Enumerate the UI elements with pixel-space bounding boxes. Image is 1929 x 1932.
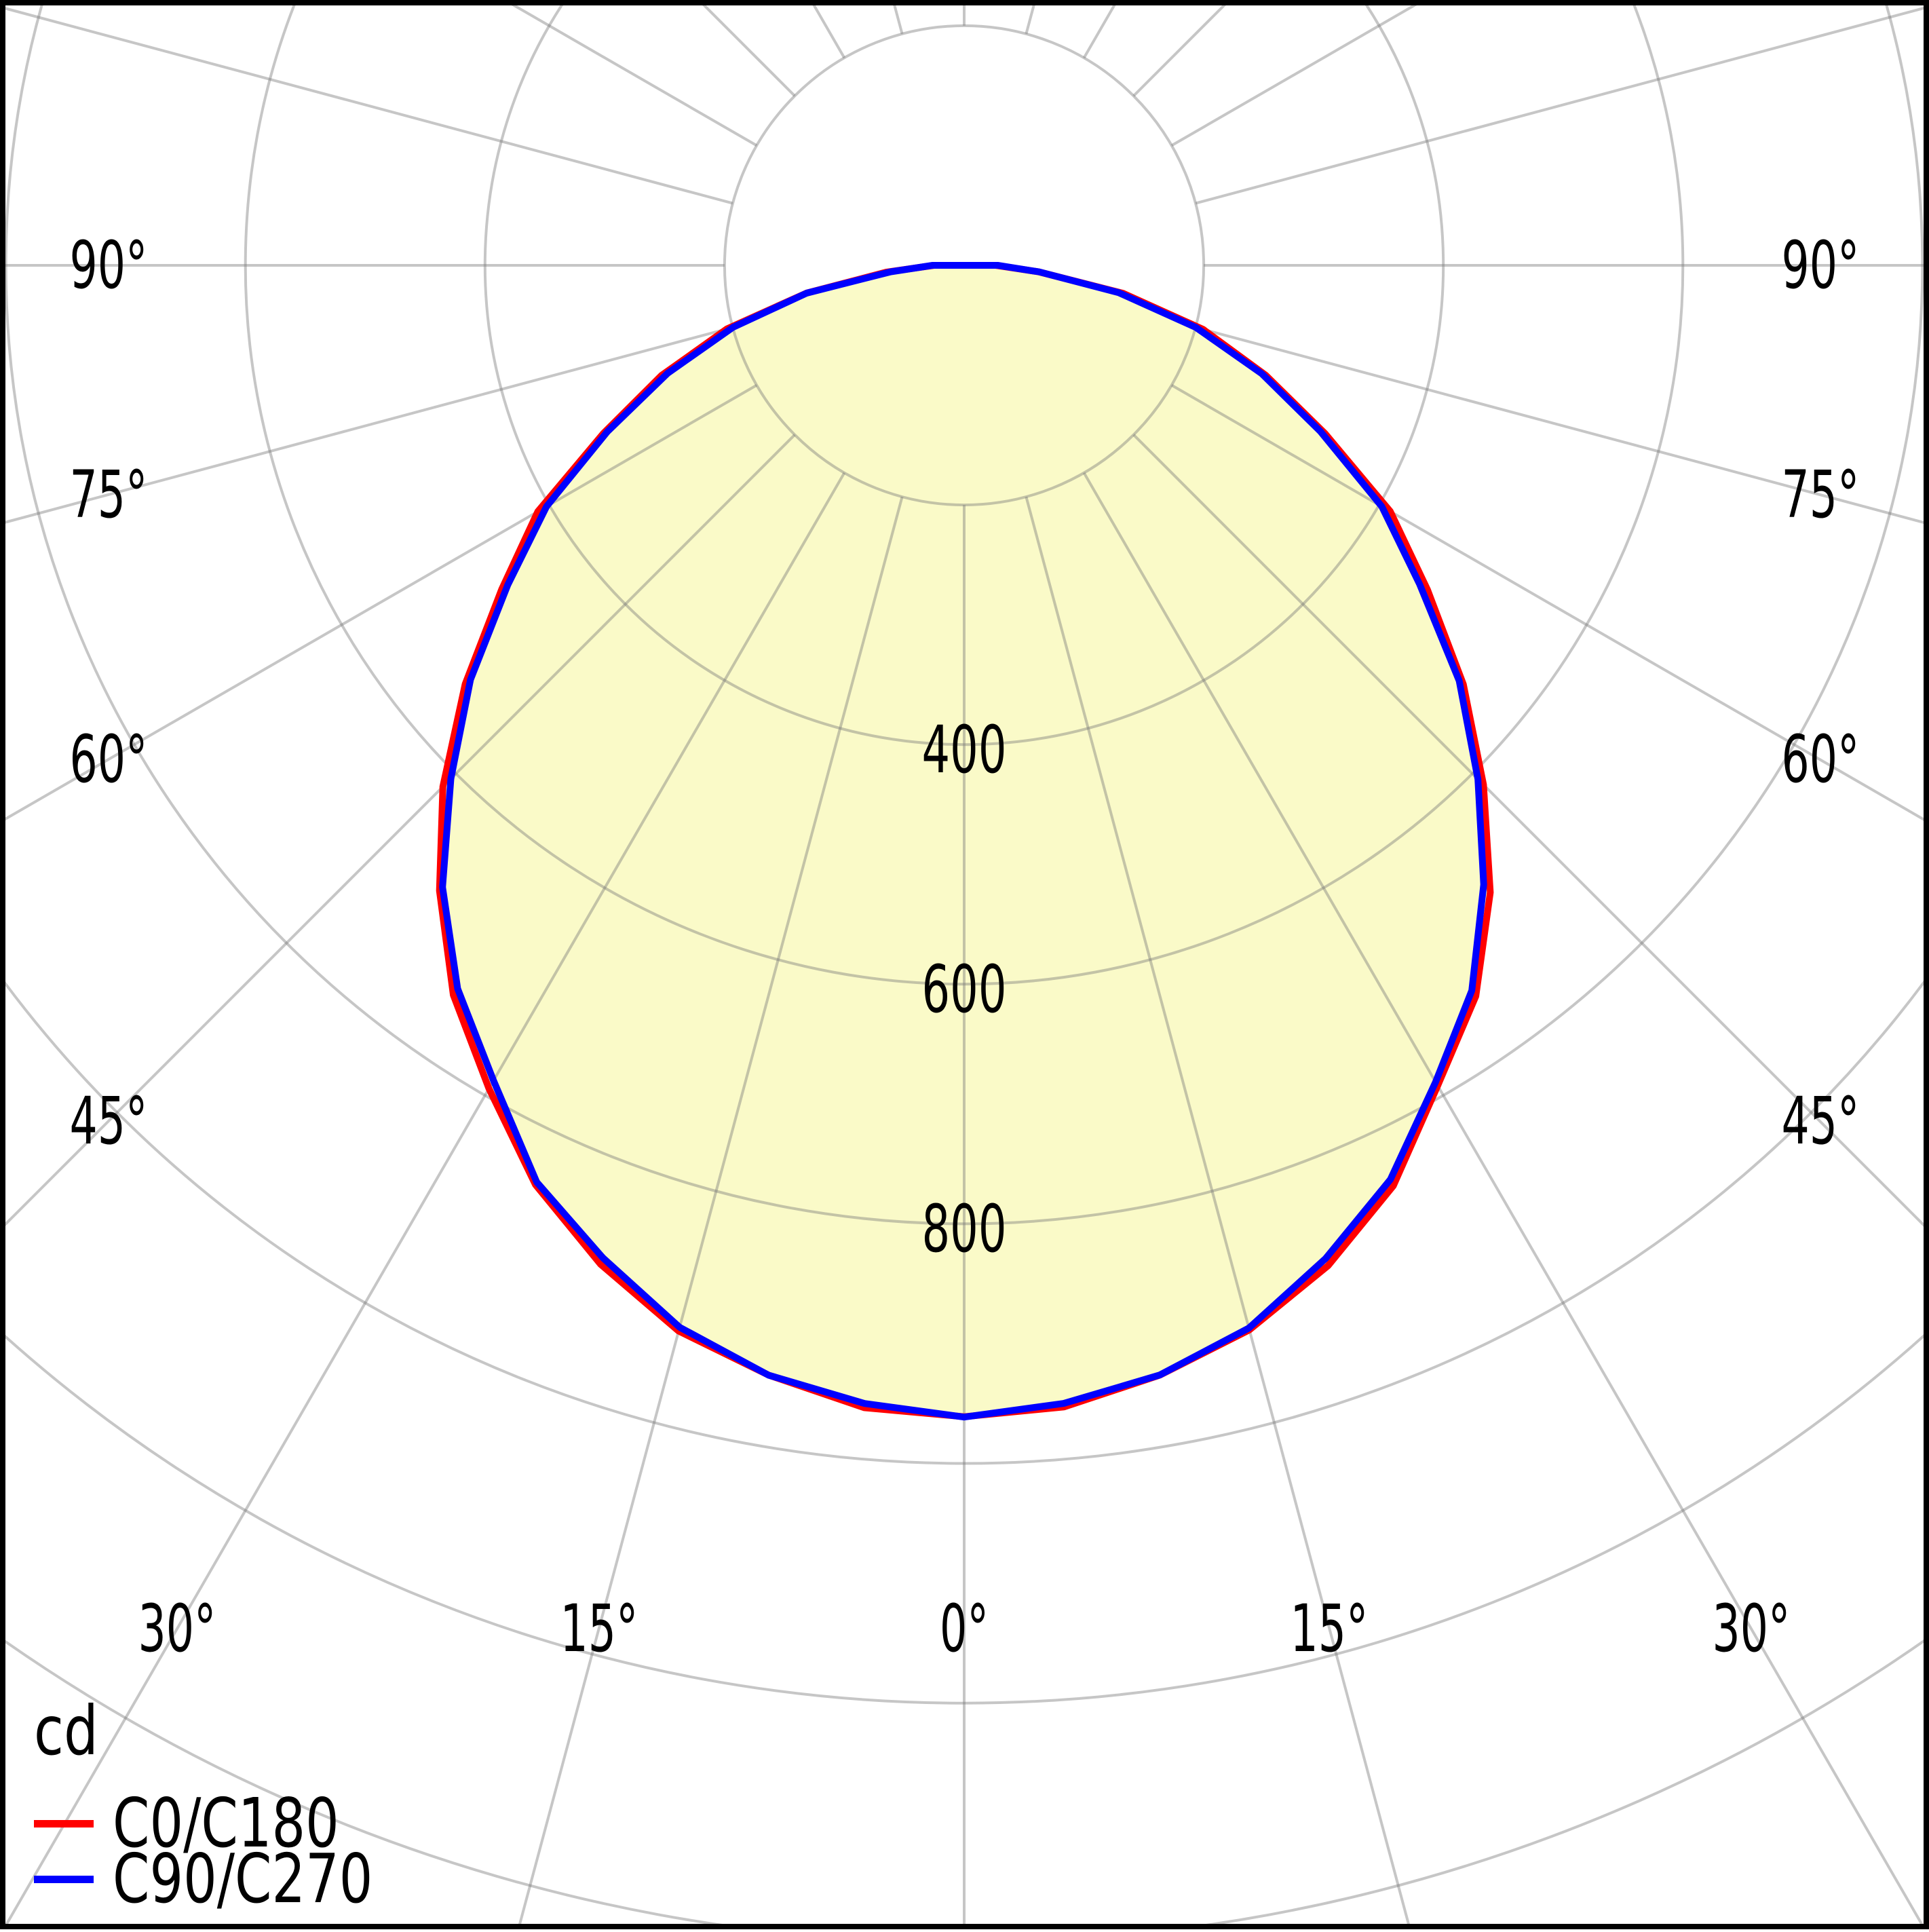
ring-label-400: 400 xyxy=(922,712,1007,788)
intensity-fill-area xyxy=(439,265,1491,1417)
c90-c270-color-swatch xyxy=(34,1875,94,1883)
angle-label-right-60: 60° xyxy=(1782,721,1860,797)
angle-label-left-75: 75° xyxy=(70,457,148,533)
angle-label-left-90: 90° xyxy=(70,227,148,303)
grid-spoke-45 xyxy=(1132,434,1924,1227)
c90-c270-curve xyxy=(439,262,1487,1421)
grid-spoke-330 xyxy=(5,472,846,1924)
grid-spoke-315 xyxy=(5,434,796,1226)
grid-spoke-105 xyxy=(1195,7,1924,205)
angle-label-bottom--15: 15° xyxy=(560,1591,638,1667)
grid-ring-600 xyxy=(244,5,1684,985)
grid-spoke-255 xyxy=(5,7,733,205)
angle-label-bottom-15: 15° xyxy=(1291,1591,1369,1667)
grid-spoke-285 xyxy=(5,326,733,524)
legend-entry-c0-c180: C0/C180 xyxy=(34,1789,403,1857)
grid-spoke-15 xyxy=(1025,496,1410,1924)
ring-label-600: 600 xyxy=(922,951,1007,1027)
angle-label-right-90: 90° xyxy=(1782,227,1860,303)
ring-label-800: 800 xyxy=(922,1191,1007,1267)
angle-label-right-45: 45° xyxy=(1782,1083,1860,1159)
c0-c180-label: C0/C180 xyxy=(113,1783,339,1863)
angle-label-bottom--30: 30° xyxy=(138,1591,216,1667)
c90-c270-label: C90/C270 xyxy=(113,1839,373,1918)
angle-label-bottom-30: 30° xyxy=(1713,1591,1791,1667)
grid-spoke-345 xyxy=(518,496,904,1924)
legend-entry-c90-c270: C90/C270 xyxy=(34,1845,446,1913)
legend-unit-label: cd xyxy=(34,1694,114,1768)
unit-text: cd xyxy=(34,1691,98,1770)
grid-spoke-75 xyxy=(1195,326,1924,524)
angle-label-right-75: 75° xyxy=(1782,457,1860,533)
grid-ring-1200 xyxy=(5,1333,1924,1705)
c0-c180-color-swatch xyxy=(34,1819,94,1827)
grid-spoke-300 xyxy=(5,383,758,821)
angle-label-left-60: 60° xyxy=(70,721,148,797)
angle-label-bottom-0: 0° xyxy=(940,1591,989,1667)
grid-ring-400 xyxy=(484,5,1445,746)
grid-spoke-30 xyxy=(1082,472,1924,1924)
grid-ring-800 xyxy=(5,5,1924,1225)
grid-spoke-60 xyxy=(1170,383,1924,821)
grid-ring-1000 xyxy=(5,979,1924,1464)
angle-label-left-45: 45° xyxy=(70,1083,148,1159)
grid-ring-200 xyxy=(723,24,1206,507)
